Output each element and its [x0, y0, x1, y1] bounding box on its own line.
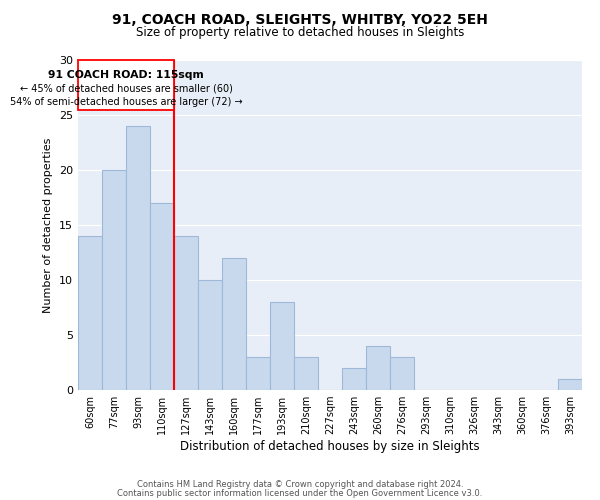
- FancyBboxPatch shape: [78, 60, 174, 110]
- Text: Contains HM Land Registry data © Crown copyright and database right 2024.: Contains HM Land Registry data © Crown c…: [137, 480, 463, 489]
- X-axis label: Distribution of detached houses by size in Sleights: Distribution of detached houses by size …: [180, 440, 480, 453]
- Bar: [390, 357, 414, 390]
- Text: Size of property relative to detached houses in Sleights: Size of property relative to detached ho…: [136, 26, 464, 39]
- Text: 91 COACH ROAD: 115sqm: 91 COACH ROAD: 115sqm: [48, 70, 204, 81]
- Text: 91, COACH ROAD, SLEIGHTS, WHITBY, YO22 5EH: 91, COACH ROAD, SLEIGHTS, WHITBY, YO22 5…: [112, 12, 488, 26]
- Bar: [78, 236, 102, 390]
- Text: Contains public sector information licensed under the Open Government Licence v3: Contains public sector information licen…: [118, 488, 482, 498]
- Bar: [222, 258, 246, 390]
- Bar: [174, 236, 198, 390]
- Bar: [558, 379, 582, 390]
- Y-axis label: Number of detached properties: Number of detached properties: [43, 138, 53, 312]
- Bar: [366, 346, 390, 390]
- Bar: [198, 280, 222, 390]
- Bar: [342, 368, 366, 390]
- Bar: [126, 126, 150, 390]
- Bar: [150, 203, 174, 390]
- Text: 54% of semi-detached houses are larger (72) →: 54% of semi-detached houses are larger (…: [10, 97, 242, 107]
- Text: ← 45% of detached houses are smaller (60): ← 45% of detached houses are smaller (60…: [20, 84, 232, 94]
- Bar: [270, 302, 294, 390]
- Bar: [294, 357, 318, 390]
- Bar: [246, 357, 270, 390]
- Bar: [102, 170, 126, 390]
